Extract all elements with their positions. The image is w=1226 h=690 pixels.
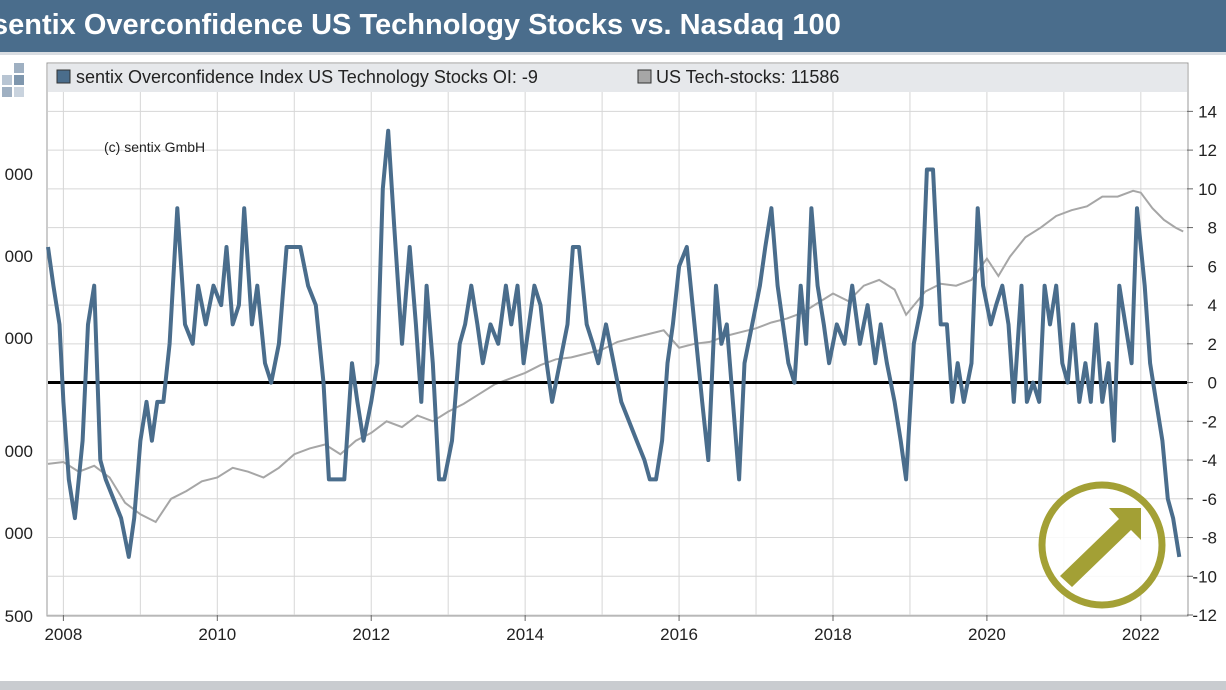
- chart: sentix Overconfidence Index US Technolog…: [2, 62, 1217, 644]
- legend-label-oi: sentix Overconfidence Index US Technolog…: [76, 67, 538, 87]
- y-right-tick-label: 8: [1208, 219, 1217, 238]
- x-tick-label: 2010: [198, 625, 236, 644]
- y-left-tick-label: 500: [5, 607, 33, 626]
- series-line-tech: [47, 189, 1184, 524]
- x-tick-label: 2014: [506, 625, 544, 644]
- logo-squares-icon: [2, 63, 24, 97]
- y-left-tick-label: 000: [5, 329, 33, 348]
- copyright-note: (c) sentix GmbH: [104, 139, 205, 155]
- y-right-tick-label: -6: [1202, 490, 1217, 509]
- y-right-tick-label: 0: [1208, 374, 1217, 393]
- legend-swatch-tech: [637, 69, 652, 84]
- title-separator: [0, 52, 1226, 55]
- y-right-tick-label: -2: [1202, 412, 1217, 431]
- x-axis: 2008 2010 2012 2014 2016 2018 2020 2022: [44, 615, 1160, 644]
- footer-bar: [0, 681, 1226, 690]
- y-left-tick-label: 000: [5, 165, 33, 184]
- x-tick-label: 2012: [352, 625, 390, 644]
- y-right-tick-label: -8: [1202, 529, 1217, 548]
- y-right-tick-label: -12: [1192, 606, 1217, 625]
- y-left-tick-label: 000: [5, 524, 33, 543]
- x-tick-label: 2022: [1122, 625, 1160, 644]
- x-tick-label: 2016: [660, 625, 698, 644]
- title-bar: sentix Overconfidence US Technology Stoc…: [0, 0, 1226, 52]
- y-right-tick-label: -10: [1192, 567, 1217, 586]
- series-line-oi: [46, 128, 1182, 559]
- plot-area: [46, 62, 1189, 617]
- y-right-tick-label: 10: [1198, 180, 1217, 199]
- x-tick-label: 2020: [968, 625, 1006, 644]
- y-right-tick-label: 12: [1198, 141, 1217, 160]
- y-right-tick-label: 14: [1198, 102, 1217, 121]
- chart-title: sentix Overconfidence US Technology Stoc…: [0, 9, 841, 41]
- right-axis: 14 12 10 8 6 4 2 0 -2 -4 -6 -8 -10 -12: [1187, 102, 1217, 625]
- legend-swatch-oi: [56, 69, 71, 84]
- y-right-tick-label: 4: [1208, 296, 1217, 315]
- x-tick-label: 2008: [44, 625, 82, 644]
- legend-label-tech: US Tech-stocks: 11586: [656, 67, 839, 87]
- left-axis: 000 000 000 000 000 500: [5, 165, 33, 626]
- y-right-tick-label: 2: [1208, 335, 1217, 354]
- y-right-tick-label: -4: [1202, 451, 1217, 470]
- y-right-tick-label: 6: [1208, 257, 1217, 276]
- arrow-circle-icon: [1038, 481, 1166, 609]
- legend-band: [48, 64, 1187, 92]
- x-tick-label: 2018: [814, 625, 852, 644]
- y-left-tick-label: 000: [5, 442, 33, 461]
- y-left-tick-label: 000: [5, 247, 33, 266]
